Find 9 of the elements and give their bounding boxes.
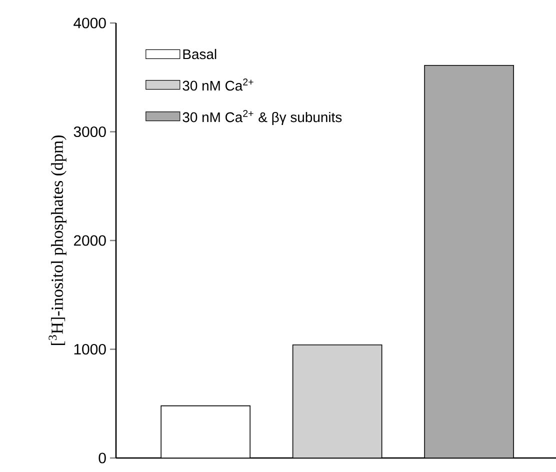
y-tick-label: 0: [98, 452, 106, 464]
y-tick-label: 1000: [74, 344, 106, 355]
y-tick-label: 4000: [74, 18, 106, 28]
y-tick-label: 3000: [74, 126, 106, 138]
legend-label: 30 nM Ca$^{2+}$ & βγ subunits: [182, 110, 342, 125]
legend-label: Basal: [183, 48, 216, 60]
legend-label: 30 nM Ca$^{2+}$: [182, 78, 254, 91]
y-tick-label: 2000: [74, 235, 106, 246]
y-axis-title: [$^{3}$H]-inositol phosphates (dpm): [48, 136, 66, 346]
